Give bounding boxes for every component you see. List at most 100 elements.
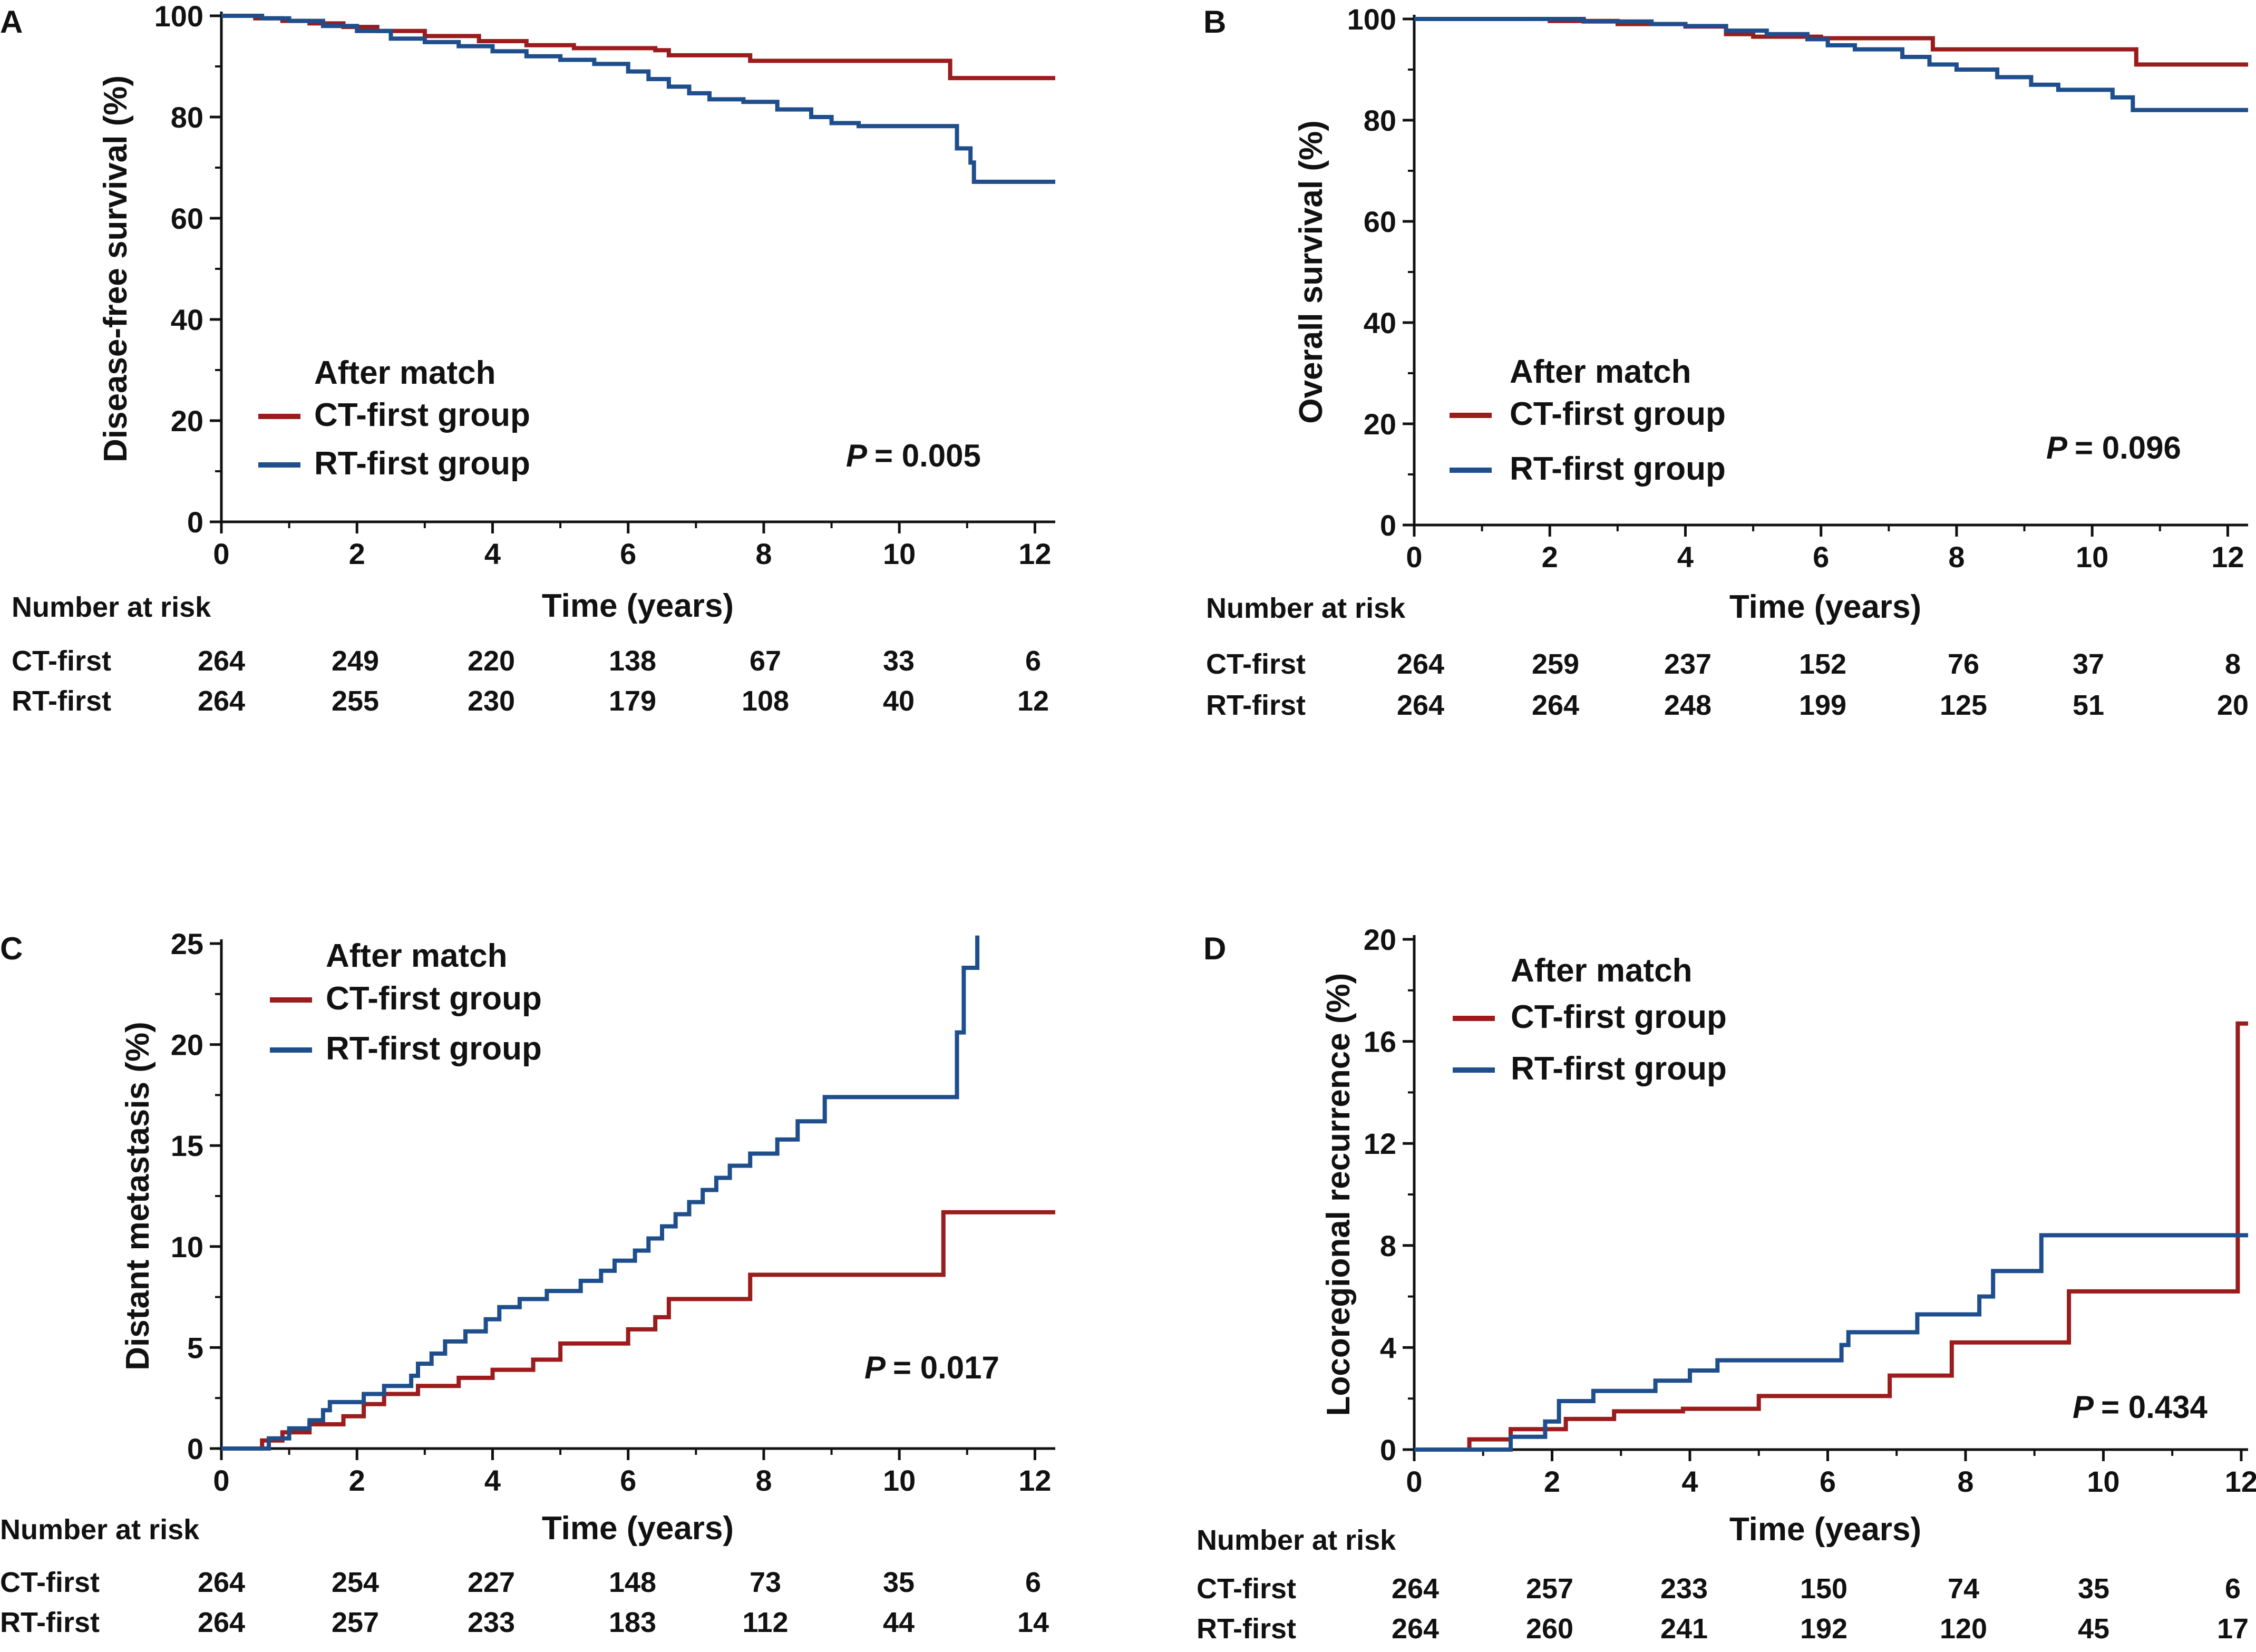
legend-entry: RT-first group (1511, 1051, 1727, 1087)
y-tick-label: 25 (171, 927, 203, 960)
legend: After match CT-first group RT-first group (258, 355, 530, 482)
series-line-ct-first (1414, 1021, 2248, 1452)
risk-row-label: CT-first (1206, 648, 1306, 680)
risk-cell: 259 (1532, 648, 1579, 680)
y-axis-label: Disease-free survival (%) (98, 75, 134, 462)
y-tick-label: 60 (1364, 205, 1396, 238)
y-tick-label: 20 (171, 1028, 203, 1062)
risk-cell: 183 (609, 1607, 656, 1638)
p-value-annotation: P = 0.434 (2073, 1389, 2208, 1425)
risk-cell: 20 (2217, 689, 2249, 721)
risk-cell: 67 (750, 645, 781, 677)
risk-cell: 241 (1660, 1613, 1708, 1645)
risk-row-label: RT-first (0, 1607, 100, 1638)
p-value-symbol: P (2046, 430, 2068, 465)
risk-cell: 264 (198, 685, 245, 717)
y-tick-label: 100 (154, 0, 203, 33)
risk-cell: 254 (332, 1567, 379, 1598)
y-tick-label: 0 (1380, 509, 1396, 542)
risk-cell: 264 (198, 1607, 245, 1638)
x-tick-label: 10 (883, 1464, 916, 1497)
risk-cell: 74 (1948, 1573, 1979, 1605)
y-tick-label: 10 (171, 1230, 203, 1264)
series-line-rt-first (1414, 1233, 2248, 1452)
risk-cell: 37 (2073, 648, 2104, 680)
risk-cell: 264 (1392, 1613, 1439, 1645)
risk-cell: 264 (198, 1567, 245, 1598)
legend-entry: RT-first group (326, 1031, 542, 1067)
risk-row-label: CT-first (12, 645, 111, 677)
y-tick-label: 40 (171, 303, 203, 336)
risk-cell: 199 (1799, 689, 1846, 721)
y-tick-label: 8 (1380, 1229, 1396, 1262)
legend-title: After match (326, 938, 508, 974)
x-tick-label: 2 (349, 1464, 365, 1497)
panel-letter: B (1203, 4, 1226, 40)
risk-cell: 120 (1940, 1613, 1987, 1645)
y-tick-label: 5 (187, 1331, 203, 1364)
x-tick-label: 6 (620, 1464, 636, 1497)
risk-table-header: Number at risk (1197, 1524, 1396, 1556)
legend-entry: RT-first group (314, 445, 530, 482)
x-tick-label: 6 (620, 537, 636, 570)
x-tick-label: 12 (2225, 1465, 2256, 1498)
series-line-rt-first (221, 935, 980, 1451)
risk-cell: 14 (1017, 1607, 1049, 1638)
y-tick-label: 0 (187, 1432, 203, 1465)
p-value-number: = 0.017 (893, 1350, 999, 1385)
series-line-ct-first (221, 1210, 1055, 1451)
risk-cell: 233 (468, 1607, 515, 1638)
x-tick-label: 2 (1542, 540, 1558, 574)
risk-cell: 264 (1392, 1573, 1439, 1605)
x-tick-label: 8 (755, 1464, 772, 1497)
x-tick-label: 8 (1948, 540, 1965, 574)
x-tick-label: 6 (1820, 1465, 1836, 1498)
y-tick-label: 4 (1380, 1331, 1396, 1364)
x-tick-label: 10 (883, 537, 916, 570)
y-axis-label: Overall survival (%) (1293, 120, 1329, 424)
legend-title: After match (1510, 354, 1691, 390)
x-axis-label: Time (years) (542, 588, 734, 624)
p-value-annotation: P = 0.005 (846, 438, 981, 473)
y-tick-label: 20 (171, 404, 203, 438)
y-tick-label: 80 (1364, 104, 1396, 137)
legend-title: After match (1511, 953, 1693, 989)
risk-cell: 179 (609, 685, 656, 717)
risk-cell: 249 (332, 645, 379, 677)
risk-table-header: Number at risk (0, 1514, 200, 1546)
risk-cell: 260 (1526, 1613, 1573, 1645)
series-line-rt-first (1414, 17, 2248, 112)
y-tick-label: 40 (1364, 306, 1396, 339)
x-axis-label: Time (years) (1729, 1511, 1921, 1548)
risk-cell: 148 (609, 1567, 656, 1598)
x-axis-label: Time (years) (542, 1510, 734, 1547)
y-tick-label: 12 (1364, 1127, 1396, 1160)
risk-cell: 227 (468, 1567, 515, 1598)
risk-cell: 8 (2225, 648, 2241, 680)
risk-cell: 257 (332, 1607, 379, 1638)
x-tick-label: 4 (1681, 1465, 1698, 1498)
x-tick-label: 4 (484, 1464, 501, 1497)
y-tick-label: 0 (187, 506, 203, 539)
x-tick-label: 2 (349, 537, 365, 570)
x-tick-label: 2 (1544, 1465, 1560, 1498)
risk-cell: 6 (2225, 1573, 2241, 1605)
legend-entry: CT-first group (326, 980, 542, 1017)
risk-cell: 248 (1664, 689, 1712, 721)
panel-a: A 0 20 40 60 80 100 0 2 4 6 8 10 12 Disease-free survi… (0, 0, 1055, 717)
y-axis-label: Distant metastasis (%) (120, 1022, 156, 1371)
panel-letter: D (1203, 931, 1226, 966)
risk-cell: 108 (742, 685, 789, 717)
x-tick-label: 0 (213, 1464, 229, 1497)
risk-cell: 233 (1660, 1573, 1708, 1605)
y-axis-label: Locoregional recurrence (%) (1320, 973, 1357, 1416)
risk-row-label: CT-first (1197, 1573, 1296, 1605)
risk-cell: 264 (1532, 689, 1579, 721)
panel-b: B 0 20 40 60 80 100 0 2 4 6 8 10 12 Overall survival (… (1203, 3, 2249, 721)
p-value-annotation: P = 0.017 (864, 1350, 999, 1385)
risk-cell: 192 (1800, 1613, 1847, 1645)
risk-cell: 6 (1025, 1567, 1041, 1598)
x-axis-label: Time (years) (1729, 589, 1921, 625)
risk-cell: 230 (468, 685, 515, 717)
